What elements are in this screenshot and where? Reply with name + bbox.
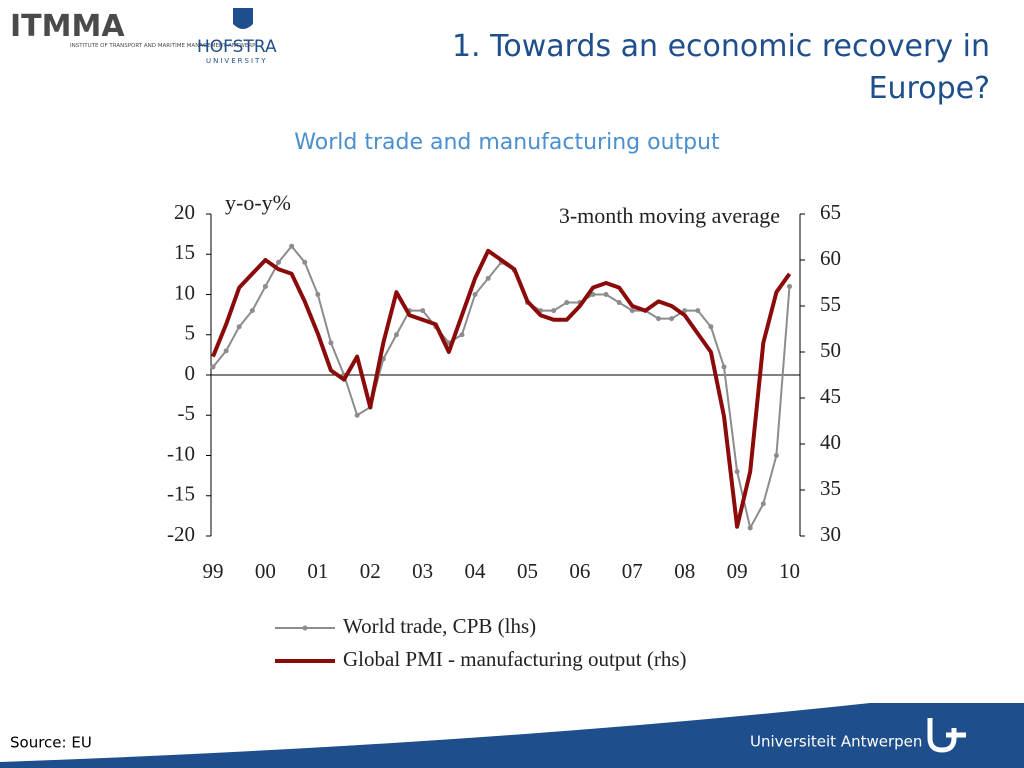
chart-title: World trade and manufacturing output — [294, 130, 720, 155]
legend-label: World trade, CPB (lhs) — [343, 614, 536, 638]
y-axis-annotation: y-o-y% — [225, 190, 291, 215]
x-tick-label: 06 — [569, 559, 590, 583]
series-marker — [249, 308, 255, 314]
series-marker — [655, 316, 661, 322]
y2-tick-label: 35 — [820, 476, 841, 500]
y-tick-label: -20 — [167, 522, 195, 546]
chart-annotation: 3-month moving average — [559, 203, 780, 228]
series-marker — [276, 259, 282, 265]
series-marker — [747, 525, 753, 531]
y2-tick-label: 55 — [820, 292, 841, 316]
y-tick-label: 15 — [174, 240, 195, 264]
series-marker — [485, 275, 491, 281]
series-marker — [629, 308, 635, 314]
y-tick-label: 20 — [174, 200, 195, 224]
footer-band — [0, 703, 1024, 768]
university-logo — [927, 718, 966, 753]
series-marker — [289, 243, 295, 249]
series-marker — [760, 501, 766, 507]
series-marker — [302, 259, 308, 265]
y2-tick-label: 45 — [820, 384, 841, 408]
x-tick-label: 08 — [674, 559, 695, 583]
x-tick-label: 02 — [360, 559, 381, 583]
series-marker — [682, 308, 688, 314]
logo-left-sub: INSTITUTE OF TRANSPORT AND MARITIME MANA… — [70, 43, 256, 49]
series-marker — [354, 412, 360, 418]
series-marker — [564, 300, 570, 306]
series-marker — [603, 292, 609, 297]
y2-tick-label: 50 — [820, 338, 841, 362]
series-marker — [590, 292, 596, 297]
series-marker — [236, 324, 242, 330]
x-tick-label: 10 — [779, 559, 800, 583]
series-marker — [210, 364, 216, 370]
series-marker — [315, 292, 321, 297]
y2-tick-label: 60 — [820, 246, 841, 270]
series-marker — [262, 283, 268, 289]
series-marker — [773, 453, 779, 458]
x-tick-label: 01 — [307, 559, 328, 583]
series-marker — [787, 283, 793, 289]
series-marker — [551, 308, 557, 314]
y-tick-label: -15 — [167, 482, 195, 506]
x-tick-label: 04 — [465, 559, 487, 583]
y2-tick-label: 30 — [820, 522, 841, 546]
y2-tick-label: 65 — [820, 200, 841, 224]
x-tick-label: 00 — [255, 559, 276, 583]
y-tick-label: 0 — [185, 361, 196, 385]
x-tick-label: 03 — [412, 559, 433, 583]
series-marker — [223, 348, 229, 354]
logo-right: HOFSTRA — [197, 37, 277, 57]
series-line — [211, 248, 792, 529]
series-marker — [420, 308, 426, 314]
series-marker — [669, 316, 675, 322]
university-name: Universiteit Antwerpen — [750, 733, 922, 751]
slide-title: 1. Towards an economic recovery in Europ… — [451, 29, 990, 106]
series-marker — [695, 308, 701, 314]
series-marker — [708, 324, 714, 330]
y-tick-label: 5 — [185, 321, 196, 345]
y-tick-label: 10 — [174, 280, 195, 304]
x-tick-label: 05 — [517, 559, 538, 583]
series-marker — [393, 332, 399, 338]
logo-right-sub: UNIVERSITY — [206, 57, 268, 65]
y-tick-label: -5 — [178, 401, 196, 425]
x-tick-label: 07 — [622, 559, 643, 583]
series-marker — [459, 332, 465, 338]
legend-label: Global PMI - manufacturing output (rhs) — [343, 647, 687, 671]
series-marker — [721, 364, 727, 370]
logo-left: ITMMA — [10, 9, 125, 44]
series-marker — [616, 300, 622, 306]
series-marker — [734, 469, 740, 475]
x-tick-label: 99 — [203, 559, 224, 583]
y-tick-label: -10 — [167, 441, 195, 465]
legend-marker — [302, 625, 308, 631]
series-marker — [472, 292, 478, 297]
y2-tick-label: 40 — [820, 430, 841, 454]
source: Source: EU — [10, 734, 92, 752]
series-marker — [328, 340, 334, 346]
x-tick-label: 09 — [727, 559, 748, 583]
hofstra-shield — [233, 8, 253, 29]
